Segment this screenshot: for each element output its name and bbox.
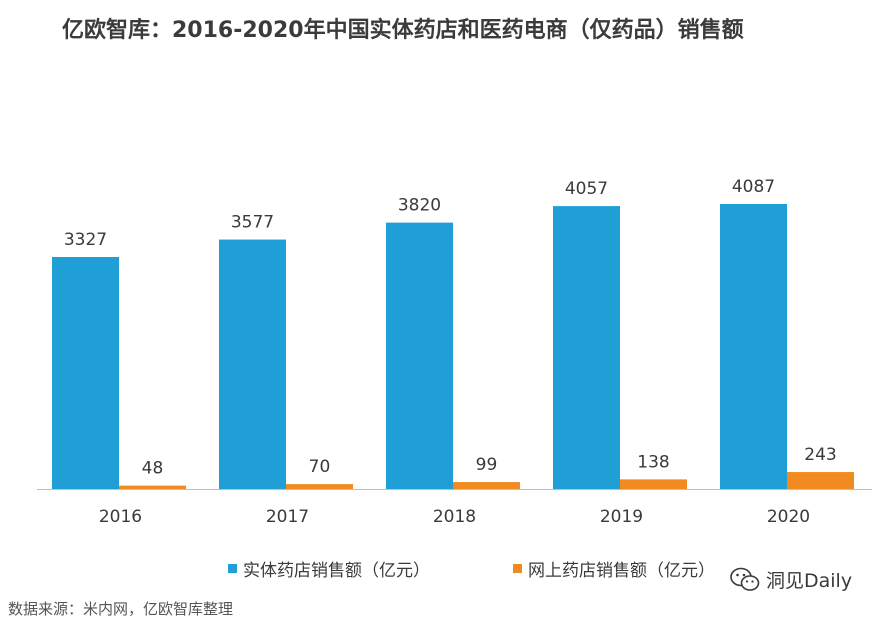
legend-item-offline: 实体药店销售额（亿元） [228,556,430,581]
x-tick-label-2016: 2016 [99,507,142,527]
bar-offline-2017 [219,239,286,489]
data-label-online-2020: 243 [804,445,836,465]
legend-label-online: 网上药店销售额（亿元） [528,561,715,581]
bar-offline-2016 [52,256,119,489]
legend-swatch-online [513,564,522,573]
data-label-online-2018: 99 [476,455,498,475]
data-label-offline-2018: 3820 [398,196,441,216]
x-tick-label-2018: 2018 [433,507,476,527]
data-label-offline-2017: 3577 [231,213,274,233]
data-label-offline-2020: 4087 [732,177,775,197]
watermark-text: 洞见Daily [766,570,853,592]
chart-title: 亿欧智库：2016-2020年中国实体药店和医药电商（仅药品）销售额 [62,18,744,43]
source-note: 数据来源：米内网，亿欧智库整理 [8,600,234,618]
data-label-offline-2019: 4057 [565,179,608,199]
legend-item-online: 网上药店销售额（亿元） [513,556,715,581]
wechat-icon [730,567,760,591]
watermark: 洞见Daily [730,566,852,593]
bar-online-2017 [286,484,353,489]
x-tick-label-2017: 2017 [266,507,309,527]
bar-online-2020 [787,472,854,489]
bar-offline-2018 [386,222,453,490]
legend-swatch-offline [228,564,237,573]
bar-offline-2019 [553,206,620,490]
x-tick-label-2019: 2019 [600,507,643,527]
legend-label-offline: 实体药店销售额（亿元） [243,561,430,581]
bar-online-2019 [620,479,687,489]
data-label-online-2019: 138 [637,452,669,472]
bar-online-2018 [453,482,520,489]
bar-online-2016 [119,485,186,489]
data-label-online-2017: 70 [309,457,331,477]
bar-offline-2020 [720,204,787,489]
data-label-offline-2016: 3327 [64,230,107,250]
data-label-online-2016: 48 [142,459,164,479]
x-tick-label-2020: 2020 [767,507,810,527]
